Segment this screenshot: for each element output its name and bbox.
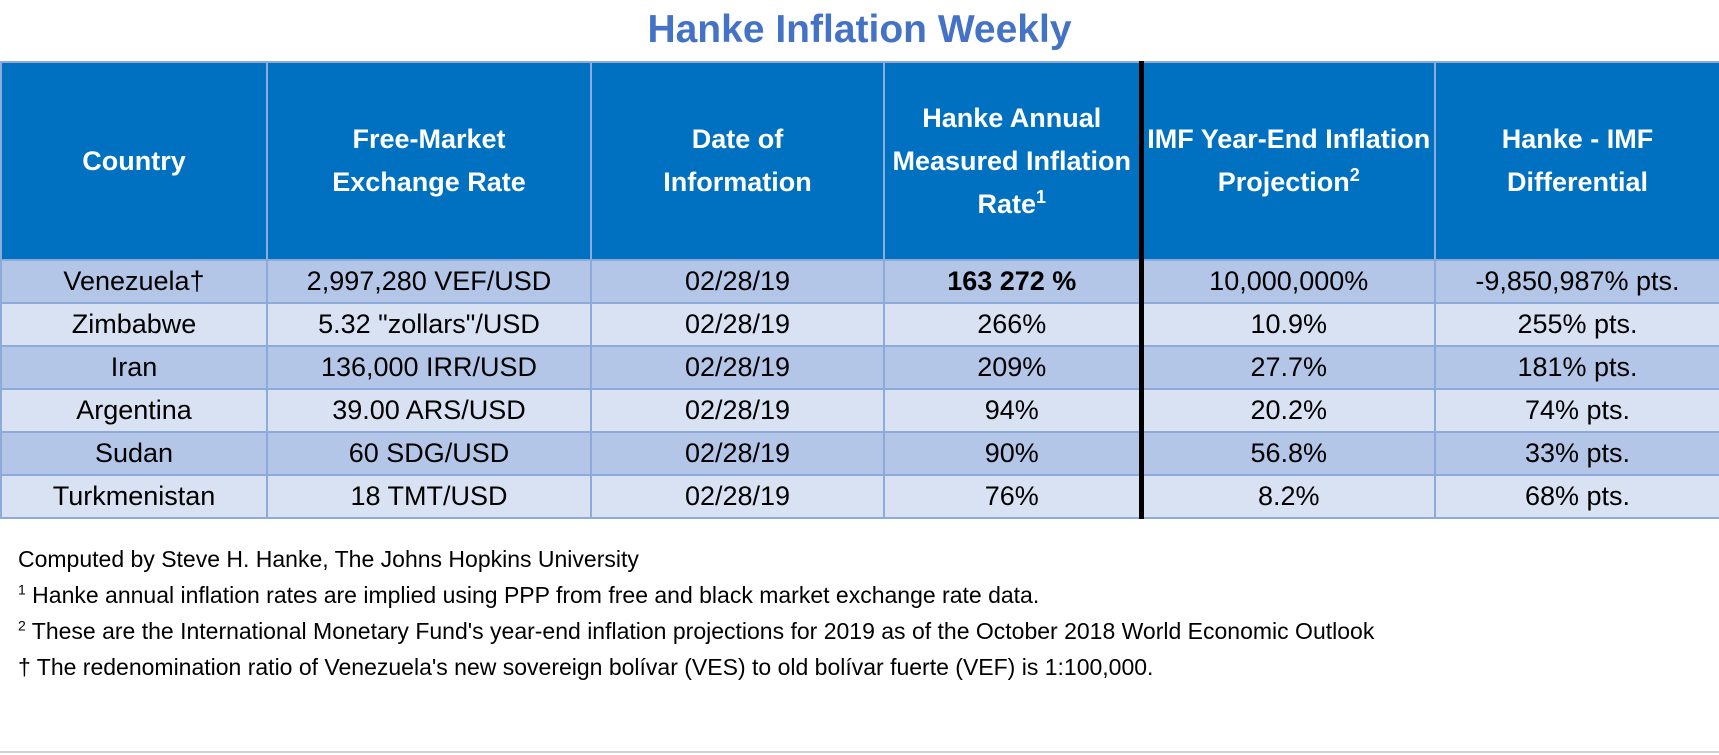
inflation-table: Country Free-Market Exchange Rate Date o… bbox=[0, 61, 1719, 519]
cell-country: Turkmenistan bbox=[0, 474, 268, 519]
table-row: Venezuela† 2,997,280 VEF/USD 02/28/19 163 2… bbox=[0, 259, 1719, 304]
cell-differential: 255% pts. bbox=[1434, 302, 1719, 347]
cell-country: Iran bbox=[0, 345, 268, 390]
header-cell-differential: Hanke - IMF Differential bbox=[1434, 61, 1719, 261]
cell-exchange-rate: 2,997,280 VEF/USD bbox=[266, 259, 592, 304]
cell-date: 02/28/19 bbox=[590, 474, 885, 519]
cell-imf-projection: 56.8% bbox=[1138, 431, 1436, 476]
credit-note: Computed by Steve H. Hanke, The Johns Ho… bbox=[18, 546, 639, 572]
footnote-text: These are the International Monetary Fun… bbox=[25, 618, 1375, 644]
cell-date: 02/28/19 bbox=[590, 302, 885, 347]
cell-imf-projection: 10,000,000% bbox=[1138, 259, 1436, 304]
header-cell-imf-projection: IMF Year-End Inflation Projection2 bbox=[1138, 61, 1436, 261]
header-label: IMF Year-End Inflation Projection bbox=[1147, 124, 1431, 197]
cell-country: Zimbabwe bbox=[0, 302, 268, 347]
header-cell-exchange-rate: Free-Market Exchange Rate bbox=[266, 61, 592, 261]
cell-differential: 68% pts. bbox=[1434, 474, 1719, 519]
cell-exchange-rate: 60 SDG/USD bbox=[266, 431, 592, 476]
cell-date: 02/28/19 bbox=[590, 259, 885, 304]
footnotes: Computed by Steve H. Hanke, The Johns Ho… bbox=[18, 541, 1708, 685]
cell-exchange-rate: 5.32 "zollars"/USD bbox=[266, 302, 592, 347]
cell-imf-projection: 10.9% bbox=[1138, 302, 1436, 347]
footnote-mark: 1 bbox=[1036, 186, 1047, 207]
footnote-2: 2 These are the International Monetary F… bbox=[18, 613, 1708, 649]
cell-exchange-rate: 18 TMT/USD bbox=[266, 474, 592, 519]
cell-exchange-rate: 136,000 IRR/USD bbox=[266, 345, 592, 390]
header-label: Date of Information bbox=[663, 124, 812, 197]
bottom-divider bbox=[0, 751, 1719, 753]
cell-differential: 74% pts. bbox=[1434, 388, 1719, 433]
table-row: Sudan 60 SDG/USD 02/28/19 90% 56.8% 33% pts. bbox=[0, 431, 1719, 476]
footnote-mark: 2 bbox=[1349, 165, 1360, 185]
header-cell-date: Date of Information bbox=[590, 61, 885, 261]
table-row: Iran 136,000 IRR/USD 02/28/19 209% 27.7% 181%… bbox=[0, 345, 1719, 390]
cell-hanke-rate: 76% bbox=[883, 474, 1142, 519]
cell-differential: 33% pts. bbox=[1434, 431, 1719, 476]
header-label: Hanke - IMF Differential bbox=[1501, 124, 1654, 197]
footnote-dagger: † The redenomination ratio of Venezuela'… bbox=[18, 654, 1154, 680]
page-title: Hanke Inflation Weekly bbox=[647, 8, 1072, 51]
cell-hanke-rate: 163 272 % bbox=[883, 259, 1142, 304]
header-cell-hanke-rate: Hanke Annual Measured Inflation Rate1 bbox=[883, 61, 1142, 261]
cell-country: Venezuela† bbox=[0, 259, 268, 304]
header-label: Hanke Annual Measured Inflation Rate bbox=[892, 102, 1132, 219]
cell-imf-projection: 27.7% bbox=[1138, 345, 1436, 390]
header-cell-country: Country bbox=[0, 61, 268, 261]
table-row: Argentina 39.00 ARS/USD 02/28/19 94% 20.2% 74… bbox=[0, 388, 1719, 433]
cell-date: 02/28/19 bbox=[590, 345, 885, 390]
footnote-mark: 1 bbox=[18, 581, 26, 598]
cell-differential: -9,850,987% pts. bbox=[1434, 259, 1719, 304]
footnote-text: Hanke annual inflation rates are implied… bbox=[25, 582, 1040, 608]
cell-differential: 181% pts. bbox=[1434, 345, 1719, 390]
cell-date: 02/28/19 bbox=[590, 431, 885, 476]
cell-hanke-rate: 266% bbox=[883, 302, 1142, 347]
header-label: Free-Market Exchange Rate bbox=[332, 124, 526, 197]
footnote-mark: 2 bbox=[18, 617, 26, 634]
footnote-1: 1 Hanke annual inflation rates are impli… bbox=[18, 577, 1708, 613]
cell-hanke-rate: 90% bbox=[883, 431, 1142, 476]
cell-imf-projection: 8.2% bbox=[1138, 474, 1436, 519]
cell-hanke-rate: 209% bbox=[883, 345, 1142, 390]
cell-country: Sudan bbox=[0, 431, 268, 476]
header-row: Country Free-Market Exchange Rate Date o… bbox=[0, 61, 1719, 261]
cell-country: Argentina bbox=[0, 388, 268, 433]
table-row: Turkmenistan 18 TMT/USD 02/28/19 76% 8.2% 68%… bbox=[0, 474, 1719, 519]
table-row: Zimbabwe 5.32 "zollars"/USD 02/28/19 266% 10… bbox=[0, 302, 1719, 347]
cell-imf-projection: 20.2% bbox=[1138, 388, 1436, 433]
cell-hanke-rate: 94% bbox=[883, 388, 1142, 433]
cell-date: 02/28/19 bbox=[590, 388, 885, 433]
header-label: Country bbox=[82, 145, 186, 176]
cell-exchange-rate: 39.00 ARS/USD bbox=[266, 388, 592, 433]
